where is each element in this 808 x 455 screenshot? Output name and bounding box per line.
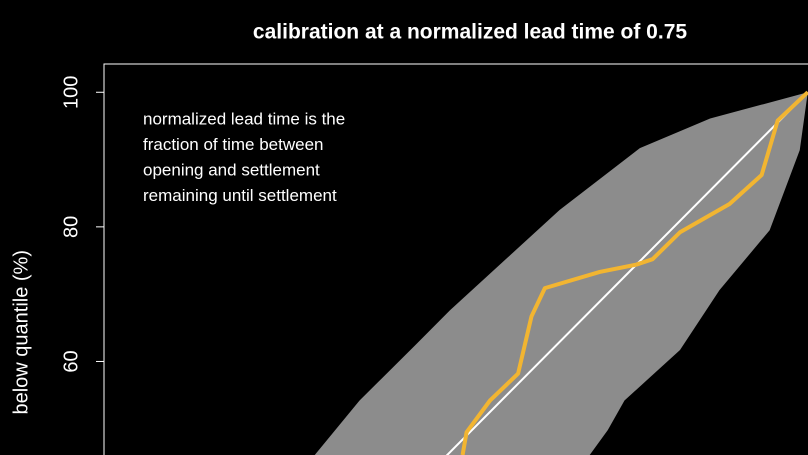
reference-line xyxy=(445,91,808,455)
annotation-line: normalized lead time is the xyxy=(143,109,345,128)
annotation-line: opening and settlement xyxy=(143,160,320,179)
y-tick-label: 60 xyxy=(60,350,82,372)
confidence-band xyxy=(314,92,808,455)
annotation-line: remaining until settlement xyxy=(143,186,337,205)
y-tick-label: 100 xyxy=(60,76,82,109)
y-tick-label: 80 xyxy=(60,216,82,238)
y-axis-label: below quantile (%) xyxy=(10,250,32,415)
chart-title: calibration at a normalized lead time of… xyxy=(253,21,687,44)
calibration-line xyxy=(460,90,808,455)
plot-frame xyxy=(103,63,808,455)
annotation-line: fraction of time between xyxy=(143,135,323,154)
